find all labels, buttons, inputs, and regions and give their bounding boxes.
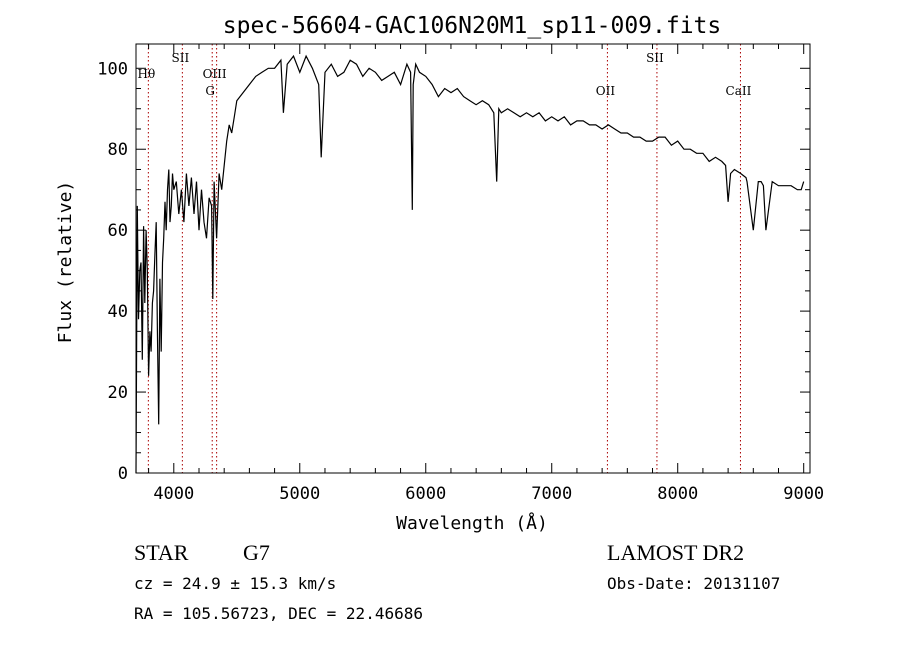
- line-marker-label: Hθ: [137, 67, 155, 81]
- y-axis-label: Flux (relative): [55, 181, 76, 344]
- spectrum-line: [135, 54, 805, 474]
- object-subclass: G7: [243, 540, 270, 565]
- survey-name: LAMOST DR2: [607, 540, 745, 565]
- x-axis: 4000 5000 6000 7000 8000 9000: [148, 44, 824, 504]
- chart-title: spec-56604-GAC106N20M1_sp11-009.fits: [223, 13, 722, 39]
- y-tick-label: 40: [108, 302, 128, 322]
- line-marker-label: OII: [596, 84, 616, 98]
- y-tick-label: 80: [108, 140, 128, 160]
- object-class: STAR: [134, 540, 189, 565]
- line-marker-label: CaII: [726, 84, 752, 98]
- line-marker-label: G: [205, 84, 215, 98]
- x-tick-label: 6000: [405, 484, 446, 504]
- line-marker-label: SII: [172, 51, 190, 65]
- x-tick-label: 8000: [657, 484, 698, 504]
- observation-date: Obs-Date: 20131107: [607, 574, 781, 593]
- y-tick-label: 100: [97, 59, 128, 79]
- x-tick-label: 4000: [153, 484, 194, 504]
- y-tick-label: 20: [108, 383, 128, 403]
- y-axis: 0 20 40 60 80 100: [97, 59, 810, 484]
- x-axis-label: Wavelength (Å): [396, 512, 548, 534]
- line-marker-label: SII: [646, 51, 664, 65]
- plot-frame: [135, 43, 811, 474]
- x-tick-label: 7000: [531, 484, 572, 504]
- y-tick-label: 60: [108, 221, 128, 241]
- coordinates-readout: RA = 105.56723, DEC = 22.46686: [134, 604, 423, 623]
- spectral-line-markers: Hθ SII OIII G OII SII CaII: [137, 44, 752, 473]
- y-tick-label: 0: [118, 464, 128, 484]
- line-marker-label: OIII: [203, 67, 227, 81]
- x-tick-label: 5000: [279, 484, 320, 504]
- redshift-readout: cz = 24.9 ± 15.3 km/s: [134, 574, 337, 593]
- x-tick-label: 9000: [783, 484, 824, 504]
